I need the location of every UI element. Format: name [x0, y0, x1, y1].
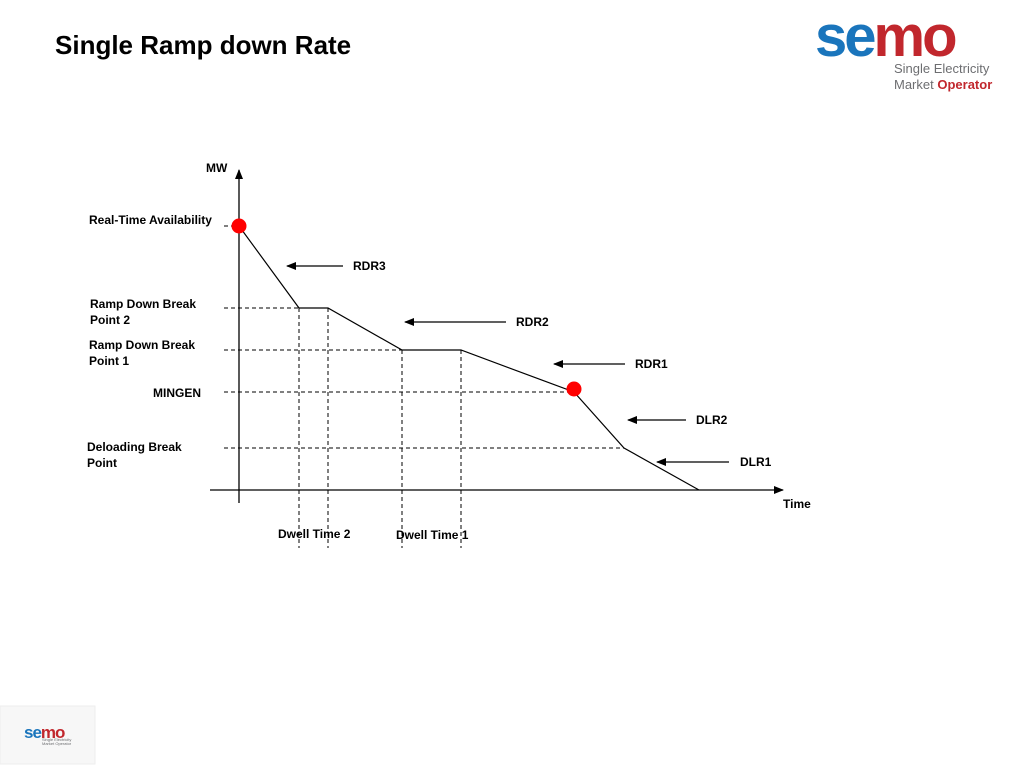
level-label-rdbp1: Ramp Down Break [89, 338, 195, 352]
level-label-mingen: MINGEN [153, 386, 201, 400]
level-label-rta: Real-Time Availability [89, 213, 212, 227]
rate-label-rdr1: RDR1 [635, 357, 668, 371]
logo-line1: Single Electricity [894, 61, 990, 76]
rate-label-rdr2: RDR2 [516, 315, 549, 329]
rate-label-rdr3: RDR3 [353, 259, 386, 273]
svg-text:semo: semo [815, 4, 956, 69]
footer-logo: semo Single Electricity Market Operator [0, 705, 96, 765]
svg-text:semo: semo [24, 723, 65, 742]
logo-wordmark-blue: se [815, 4, 875, 69]
rate-label-dlr1: DLR1 [740, 455, 772, 469]
level-label-rdbp1: Point 1 [89, 354, 129, 368]
mingen-marker [566, 381, 582, 397]
logo-line2: Market Operator [894, 77, 992, 92]
svg-text:Single Electricity: Single Electricity [42, 737, 71, 742]
availability-marker [231, 218, 247, 234]
y-axis-label: MW [206, 161, 228, 175]
slide-title: Single Ramp down Rate [55, 30, 352, 60]
level-label-dbp: Deloading Break [87, 440, 182, 454]
rate-label-dlr2: DLR2 [696, 413, 728, 427]
level-label-dbp: Point [87, 456, 117, 470]
dwell-label-2: Dwell Time 1 [396, 528, 469, 542]
level-label-rdbp2: Ramp Down Break [90, 297, 196, 311]
ramp-profile [238, 225, 700, 491]
semo-logo: semo Single Electricity Market Operator [815, 4, 992, 92]
level-label-rdbp2: Point 2 [90, 313, 130, 327]
logo-wordmark-red: mo [874, 4, 957, 69]
dwell-label-1: Dwell Time 2 [278, 527, 351, 541]
x-axis-label: Time [783, 497, 811, 511]
svg-text:Market Operator: Market Operator [42, 741, 72, 746]
